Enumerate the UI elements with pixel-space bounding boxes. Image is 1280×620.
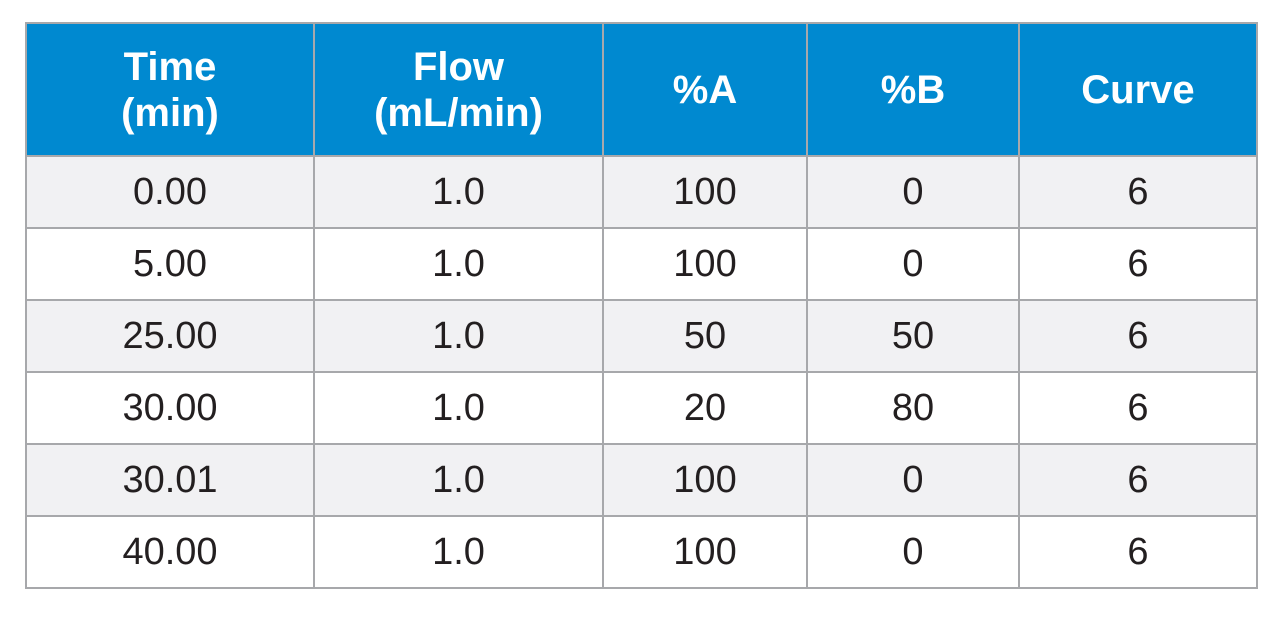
cell-time: 25.00 [25,299,315,373]
cell-curve: 6 [1018,371,1258,445]
cell-flow: 1.0 [313,515,604,589]
cell-percent-b: 0 [806,155,1020,229]
header-flow-unit: (mL/min) [374,90,543,135]
cell-time: 5.00 [25,227,315,301]
cell-curve: 6 [1018,299,1258,373]
gradient-table: Time (min) Flow (mL/min) %A %B Curve 0.0… [25,22,1258,589]
header-time-unit: (min) [121,90,219,135]
cell-time: 40.00 [25,515,315,589]
header-time-label: Time [123,44,217,89]
cell-percent-b: 50 [806,299,1020,373]
cell-curve: 6 [1018,443,1258,517]
cell-curve: 6 [1018,155,1258,229]
cell-percent-a: 100 [602,155,808,229]
header-curve: Curve [1018,22,1258,157]
header-curve-label: Curve [1081,67,1195,112]
table-row: 40.00 1.0 100 0 6 [25,515,1258,589]
cell-percent-a: 100 [602,443,808,517]
cell-percent-a: 100 [602,227,808,301]
cell-time: 30.01 [25,443,315,517]
cell-percent-a: 50 [602,299,808,373]
table-row: 30.00 1.0 20 80 6 [25,371,1258,445]
table-body: 0.00 1.0 100 0 6 5.00 1.0 100 0 6 25.00 1.0 50 50 6 30.… [25,155,1258,589]
header-percent-b: %B [806,22,1020,157]
header-time: Time (min) [25,22,315,157]
header-flow-label: Flow [412,44,505,89]
table-header: Time (min) Flow (mL/min) %A %B Curve [25,22,1258,157]
cell-curve: 6 [1018,515,1258,589]
cell-curve: 6 [1018,227,1258,301]
cell-percent-b: 0 [806,443,1020,517]
table-row: 5.00 1.0 100 0 6 [25,227,1258,301]
cell-time: 30.00 [25,371,315,445]
cell-time: 0.00 [25,155,315,229]
header-flow: Flow (mL/min) [313,22,604,157]
table-row: 30.01 1.0 100 0 6 [25,443,1258,517]
cell-percent-b: 0 [806,515,1020,589]
header-percent-a: %A [602,22,808,157]
cell-flow: 1.0 [313,299,604,373]
cell-flow: 1.0 [313,227,604,301]
header-percent-b-label: %B [880,67,946,112]
cell-flow: 1.0 [313,155,604,229]
table-row: 0.00 1.0 100 0 6 [25,155,1258,229]
cell-flow: 1.0 [313,371,604,445]
header-percent-a-label: %A [672,67,738,112]
cell-percent-a: 20 [602,371,808,445]
cell-percent-a: 100 [602,515,808,589]
cell-percent-b: 0 [806,227,1020,301]
header-row: Time (min) Flow (mL/min) %A %B Curve [25,22,1258,157]
cell-flow: 1.0 [313,443,604,517]
table-row: 25.00 1.0 50 50 6 [25,299,1258,373]
cell-percent-b: 80 [806,371,1020,445]
